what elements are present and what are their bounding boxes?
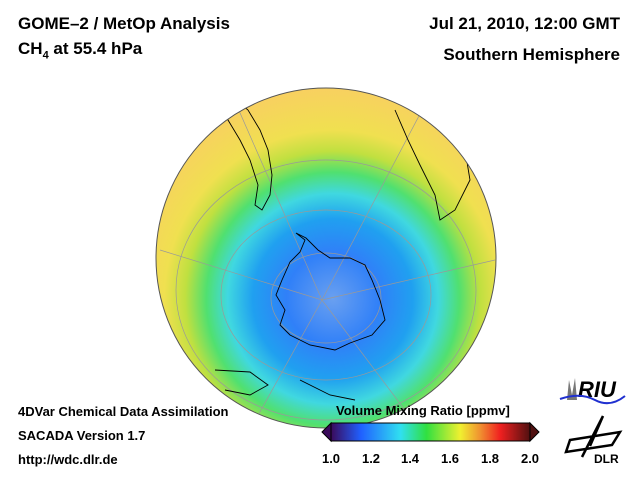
footer-method: 4DVar Chemical Data Assimilation [18, 404, 229, 419]
graticule [159, 89, 496, 428]
date-time: Jul 21, 2010, 12:00 GMT [429, 14, 620, 33]
species-subscript: 4 [42, 49, 49, 62]
colorbar-tick: 1.2 [361, 451, 381, 466]
hemisphere: Southern Hemisphere [443, 45, 620, 64]
antarctica-coast [275, 232, 386, 351]
south-america-coast [219, 94, 273, 211]
svg-text:RIU: RIU [578, 377, 617, 402]
nz-coast [299, 379, 356, 401]
australia-coast [214, 369, 269, 396]
colorbar-title: Volume Mixing Ratio [ppmv] [336, 403, 510, 418]
colorbar-tick: 1.0 [321, 451, 341, 466]
colorbar-tick: 2.0 [520, 451, 540, 466]
footer-version: SACADA Version 1.7 [18, 428, 146, 443]
dlr-logo: DLR [564, 415, 623, 466]
colorbar [321, 421, 540, 443]
footer-url[interactable]: http://wdc.dlr.de [18, 452, 118, 467]
colorbar-tick: 1.8 [480, 451, 500, 466]
pressure-level: at 55.4 hPa [48, 39, 143, 58]
colorbar-tick: 1.4 [400, 451, 420, 466]
svg-text:DLR: DLR [594, 452, 619, 466]
plot-title: GOME–2 / MetOp Analysis [18, 14, 230, 33]
species: CH [18, 39, 43, 58]
riu-logo: RIU [559, 377, 626, 405]
colorbar-tick: 1.6 [440, 451, 460, 466]
species-level: CH4 at 55.4 hPa [18, 39, 142, 61]
globe-disk [156, 88, 496, 428]
